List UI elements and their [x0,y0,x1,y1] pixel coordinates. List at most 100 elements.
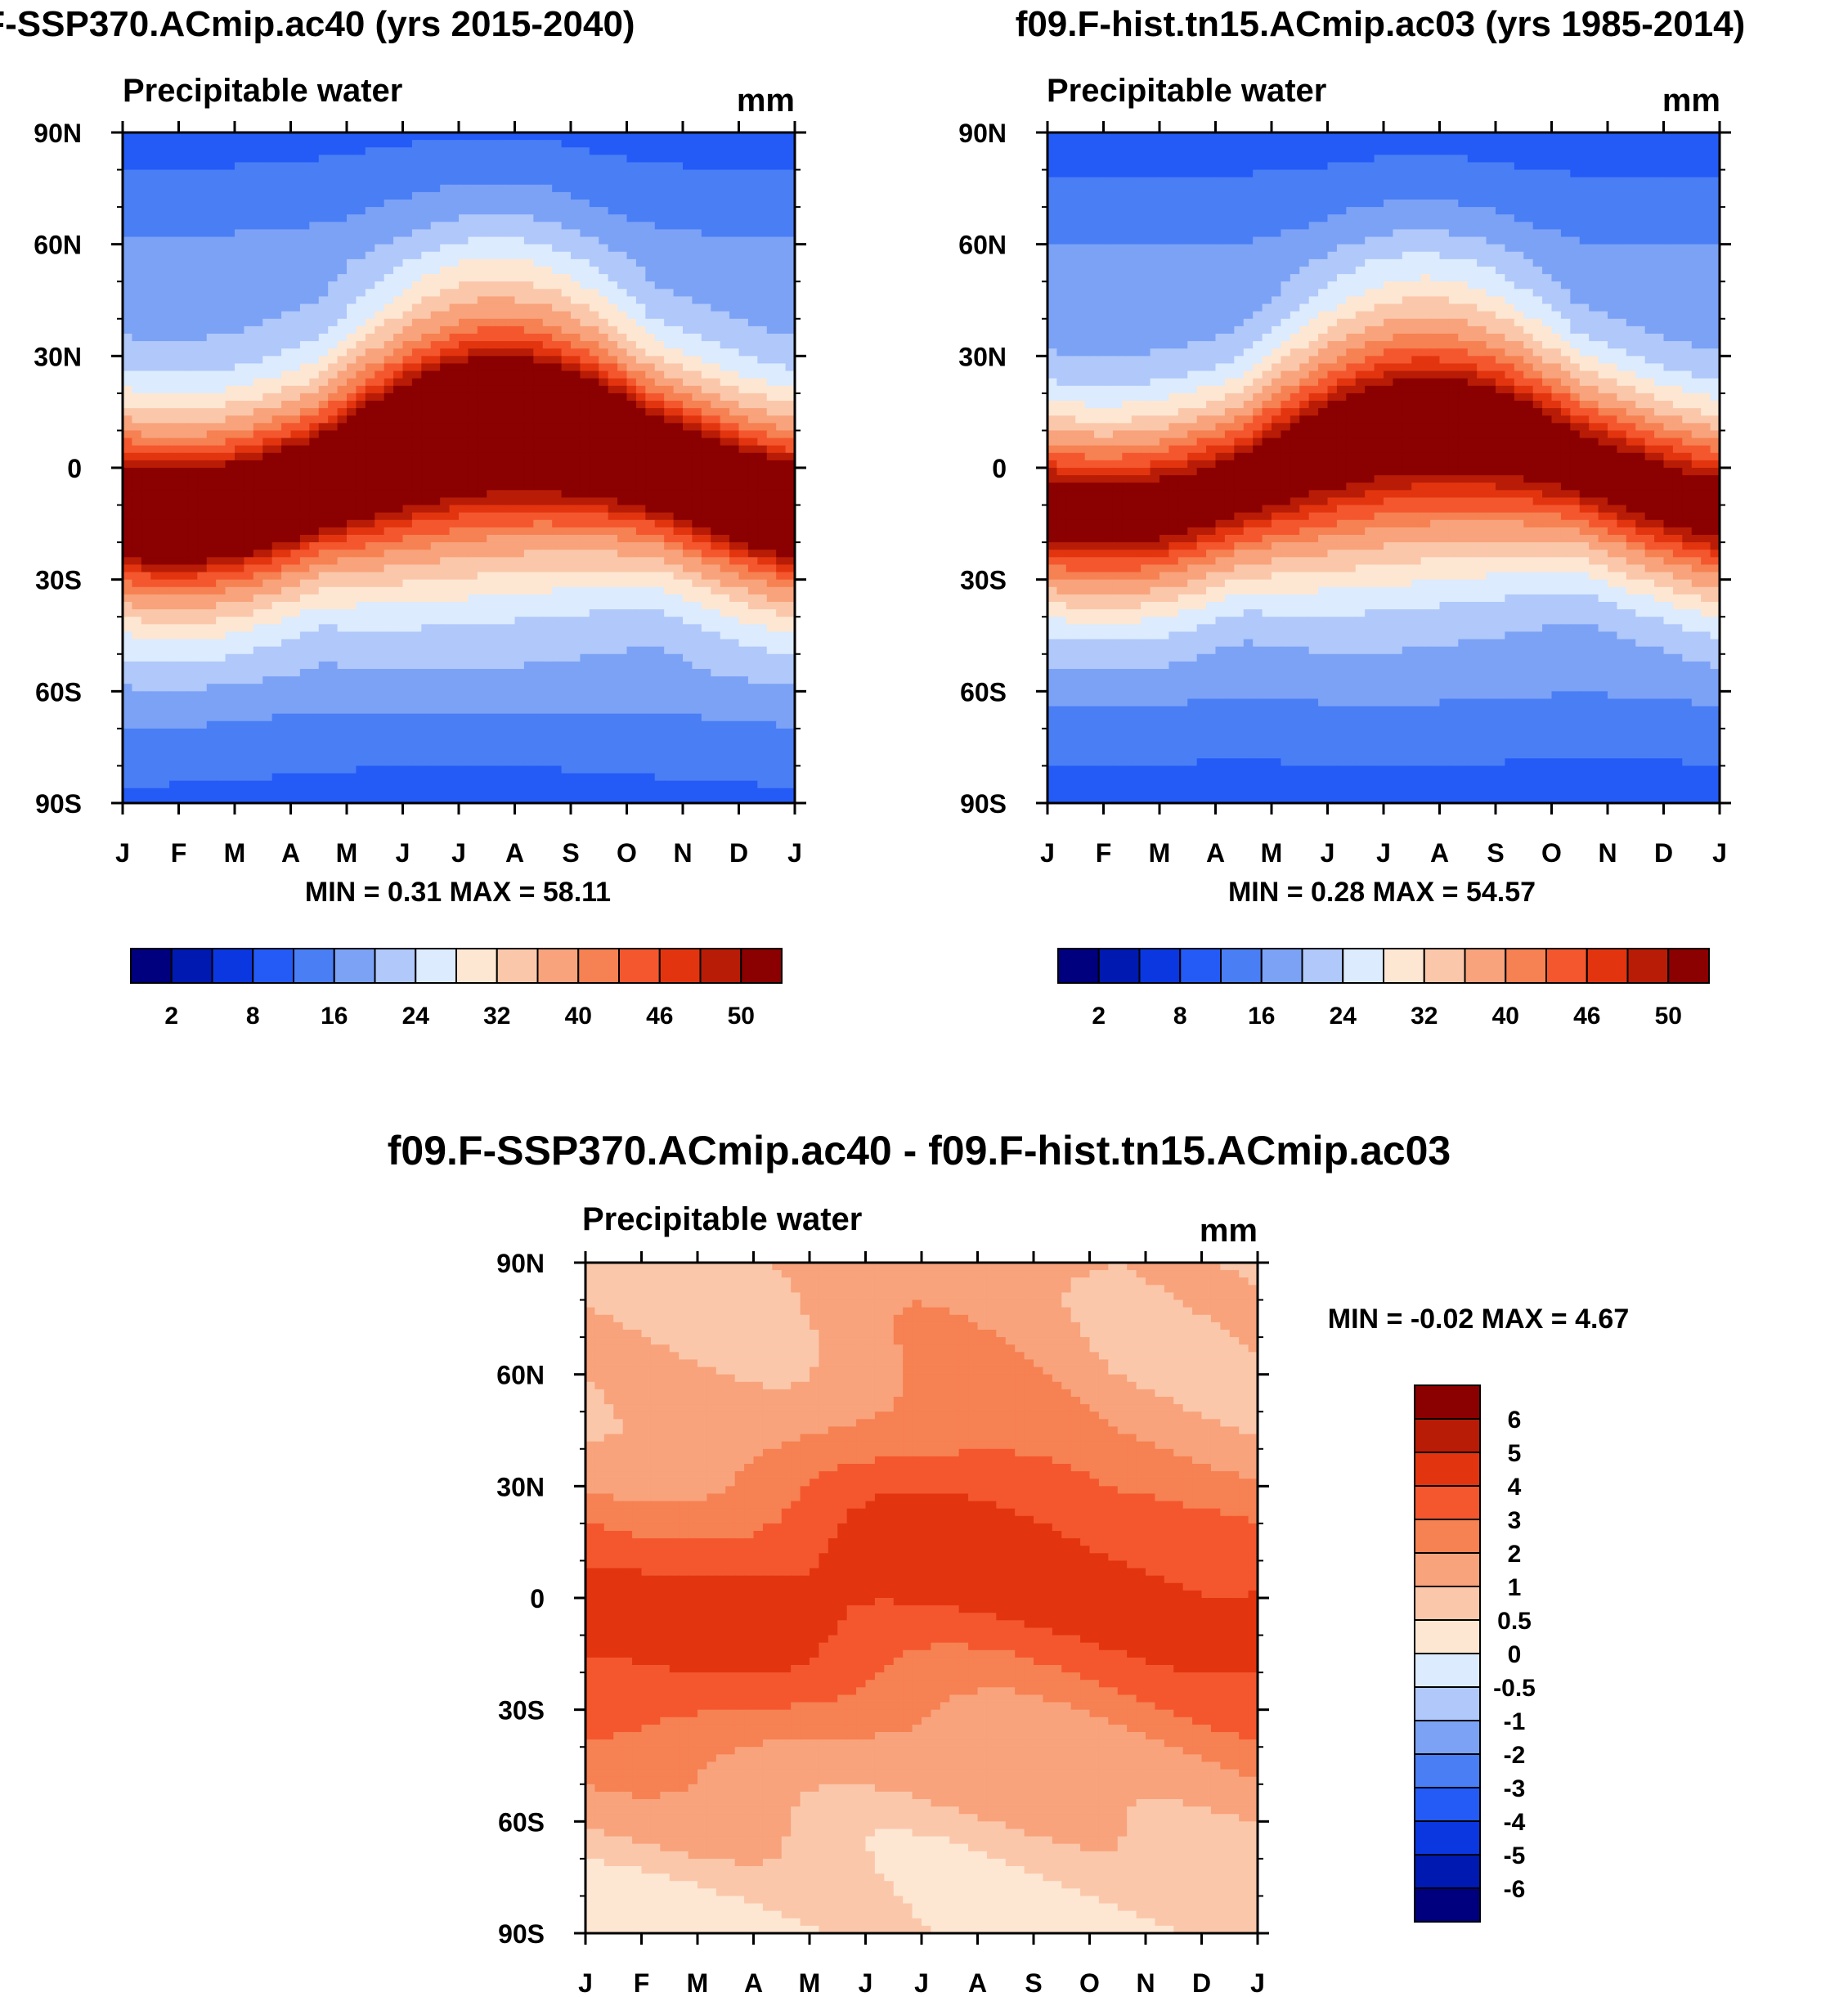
contour-cell [664,378,675,387]
contour-cell [552,639,563,648]
contour-cell [178,325,189,334]
contour-cell [617,229,628,238]
contour-cell [523,229,534,238]
contour-cell [608,550,618,558]
contour-cell [580,497,590,506]
contour-cell [552,162,563,171]
contour-cell [757,370,768,379]
contour-cell [365,378,375,387]
contour-cell [225,207,235,215]
contour-cell [253,609,263,617]
contour-cell [635,169,646,178]
contour-cell [299,430,310,439]
contour-cell [178,535,189,543]
contour-cell [411,497,422,506]
contour-cell [738,609,749,617]
contour-cell [123,542,133,550]
contour-cell [123,594,133,603]
contour-cell [411,162,422,171]
contour-cell [487,445,497,454]
contour-cell [711,311,721,320]
contour-cell [496,378,506,387]
contour-cell [141,542,151,550]
contour-cell [235,475,245,483]
contour-cell [318,356,329,365]
contour-cell [738,267,749,275]
contour-cell [206,460,217,469]
contour-cell [271,251,282,260]
contour-cell [159,586,170,595]
contour-cell [430,617,441,625]
contour-cell [468,631,478,640]
contour-cell [281,497,292,506]
contour-cell [123,132,133,141]
contour-cell [673,258,684,267]
contour-cell [290,572,301,581]
contour-cell [197,445,208,454]
contour-cell [701,557,711,566]
contour-cell [159,311,170,320]
contour-cell [673,624,684,633]
contour-cell [523,296,534,305]
contour-cell [626,258,637,267]
contour-cell [178,132,189,141]
contour-cell [561,550,572,558]
contour-cell [729,162,740,171]
contour-cell [440,274,451,282]
contour-cell [337,341,348,349]
contour-cell [720,475,730,483]
contour-cell [281,452,292,461]
contour-cell [711,147,721,155]
contour-cell [299,609,310,617]
contour-cell [299,147,310,155]
contour-cell [505,617,516,625]
contour-cell [244,519,254,528]
contour-cell [757,207,768,215]
contour-cell [225,617,235,625]
contour-cell [411,370,422,379]
contour-cell [757,586,768,595]
contour-cell [468,267,478,275]
contour-cell [235,363,245,372]
contour-cell [159,274,170,282]
contour-cell [617,147,628,155]
contour-cell [253,378,263,387]
contour-cell [468,639,478,648]
contour-cell [421,363,432,372]
contour-cell [496,639,506,648]
contour-cell [253,468,263,476]
contour-cell [328,646,339,655]
contour-cell [253,602,263,610]
contour-cell [654,550,665,558]
contour-cell [589,542,599,550]
contour-cell [449,438,460,447]
contour-cell [141,385,151,394]
contour-cell [542,363,553,372]
contour-cell [523,200,534,208]
contour-cell [785,415,796,424]
contour-cell [738,258,749,267]
contour-cell [411,564,422,573]
contour-cell [738,378,749,387]
contour-cell [365,222,375,231]
contour-cell [654,482,665,491]
contour-cell [365,490,375,499]
contour-cell [393,497,404,506]
contour-cell [235,378,245,387]
contour-cell [159,550,170,558]
contour-cell [440,460,451,469]
contour-cell [318,468,329,476]
contour-cell [701,535,711,543]
contour-cell [197,147,208,155]
contour-cell [580,408,590,416]
contour-cell [738,177,749,186]
contour-cell [384,460,394,469]
contour-cell [132,452,142,461]
contour-cell [187,236,198,245]
contour-cell [365,468,375,476]
contour-cell [738,191,749,200]
contour-cell [271,445,282,454]
contour-cell [356,348,366,357]
contour-cell [150,452,161,461]
contour-cell [729,445,740,454]
